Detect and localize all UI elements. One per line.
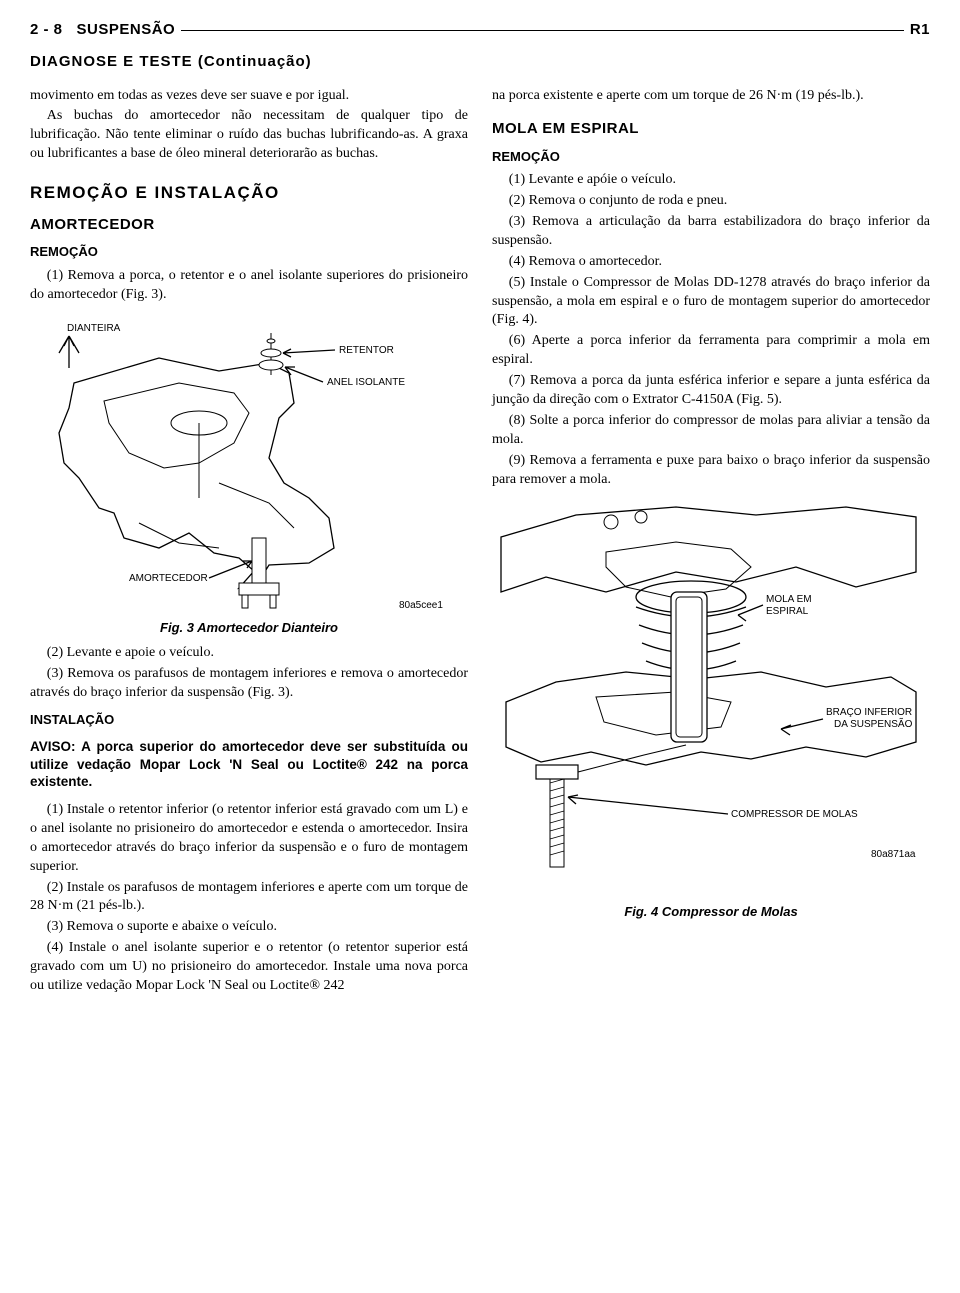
fig4-label-mola-1: MOLA EM	[766, 594, 812, 605]
heading-amortecedor: AMORTECEDOR	[30, 215, 468, 235]
fig3-label-anel: ANEL ISOLANTE	[327, 377, 405, 388]
continuation-subhead: DIAGNOSE E TESTE (Continuação)	[30, 52, 930, 72]
figure-3: DIANTEIRA RETENTOR ANEL ISOLANTE	[30, 313, 468, 613]
figure-4-caption: Fig. 4 Compressor de Molas	[492, 903, 930, 921]
figure-3-caption: Fig. 3 Amortecedor Dianteiro	[30, 619, 468, 637]
heading-remocao-instalacao: REMOÇÃO E INSTALAÇÃO	[30, 182, 468, 205]
figure-3-svg: DIANTEIRA RETENTOR ANEL ISOLANTE	[39, 313, 459, 613]
fig4-label-braco-1: BRAÇO INFERIOR	[826, 707, 912, 718]
intro-paragraph-1: movimento em todas as vezes deve ser sua…	[30, 87, 468, 106]
mola-step-8: (8) Solte a porca inferior do compressor…	[492, 412, 930, 450]
heading-instalacao: INSTALAÇÃO	[30, 711, 468, 729]
fig4-code: 80a871aa	[871, 849, 916, 860]
two-column-layout: movimento em todas as vezes deve ser sua…	[30, 87, 930, 998]
instalacao-step-1: (1) Instale o retentor inferior (o reten…	[30, 801, 468, 877]
mola-step-5: (5) Instale o Compressor de Molas DD-127…	[492, 274, 930, 331]
fig4-label-braco-2: DA SUSPENSÃO	[834, 717, 913, 730]
fig3-label-retentor: RETENTOR	[339, 345, 394, 356]
mola-step-3: (3) Remova a articulação da barra estabi…	[492, 213, 930, 251]
after-fig3-step-2: (2) Levante e apoie o veículo.	[30, 644, 468, 663]
fig4-label-mola-2: ESPIRAL	[766, 606, 809, 617]
section-title: SUSPENSÃO	[77, 20, 176, 40]
mola-step-7: (7) Remova a porca da junta esférica inf…	[492, 372, 930, 410]
instalacao-step-2: (2) Instale os parafusos de montagem inf…	[30, 879, 468, 917]
instalacao-step-3: (3) Remova o suporte e abaixe o veículo.	[30, 918, 468, 937]
right-continuation: na porca existente e aperte com um torqu…	[492, 87, 930, 106]
figure-4-svg: MOLA EM ESPIRAL	[496, 497, 926, 897]
page-number: 2 - 8	[30, 20, 63, 40]
intro-paragraph-2: As buchas do amortecedor não necessitam …	[30, 107, 468, 164]
aviso-notice: AVISO: A porca superior do amortecedor d…	[30, 738, 468, 791]
fig3-code: 80a5cee1	[399, 600, 443, 611]
mola-step-6: (6) Aperte a porca inferior da ferrament…	[492, 332, 930, 370]
right-column: na porca existente e aperte com um torqu…	[492, 87, 930, 998]
page-header: 2 - 8 SUSPENSÃO R1	[30, 20, 930, 40]
doc-code: R1	[910, 20, 930, 40]
fig4-label-compressor: COMPRESSOR DE MOLAS	[731, 809, 858, 820]
fig3-label-dianteira: DIANTEIRA	[67, 323, 121, 334]
heading-remocao: REMOÇÃO	[30, 243, 468, 261]
mola-step-2: (2) Remova o conjunto de roda e pneu.	[492, 192, 930, 211]
heading-mola-espiral: MOLA EM ESPIRAL	[492, 119, 930, 139]
heading-mola-remocao: REMOÇÃO	[492, 148, 930, 166]
instalacao-step-4: (4) Instale o anel isolante superior e o…	[30, 939, 468, 996]
mola-step-9: (9) Remova a ferramenta e puxe para baix…	[492, 452, 930, 490]
mola-step-4: (4) Remova o amortecedor.	[492, 253, 930, 272]
left-column: movimento em todas as vezes deve ser sua…	[30, 87, 468, 998]
fig3-label-amortecedor: AMORTECEDOR	[129, 573, 208, 584]
mola-step-1: (1) Levante e apóie o veículo.	[492, 171, 930, 190]
header-rule	[181, 30, 904, 31]
after-fig3-step-3: (3) Remova os parafusos de montagem infe…	[30, 665, 468, 703]
figure-4: MOLA EM ESPIRAL	[492, 497, 930, 897]
remocao-step-1: (1) Remova a porca, o retentor e o anel …	[30, 267, 468, 305]
